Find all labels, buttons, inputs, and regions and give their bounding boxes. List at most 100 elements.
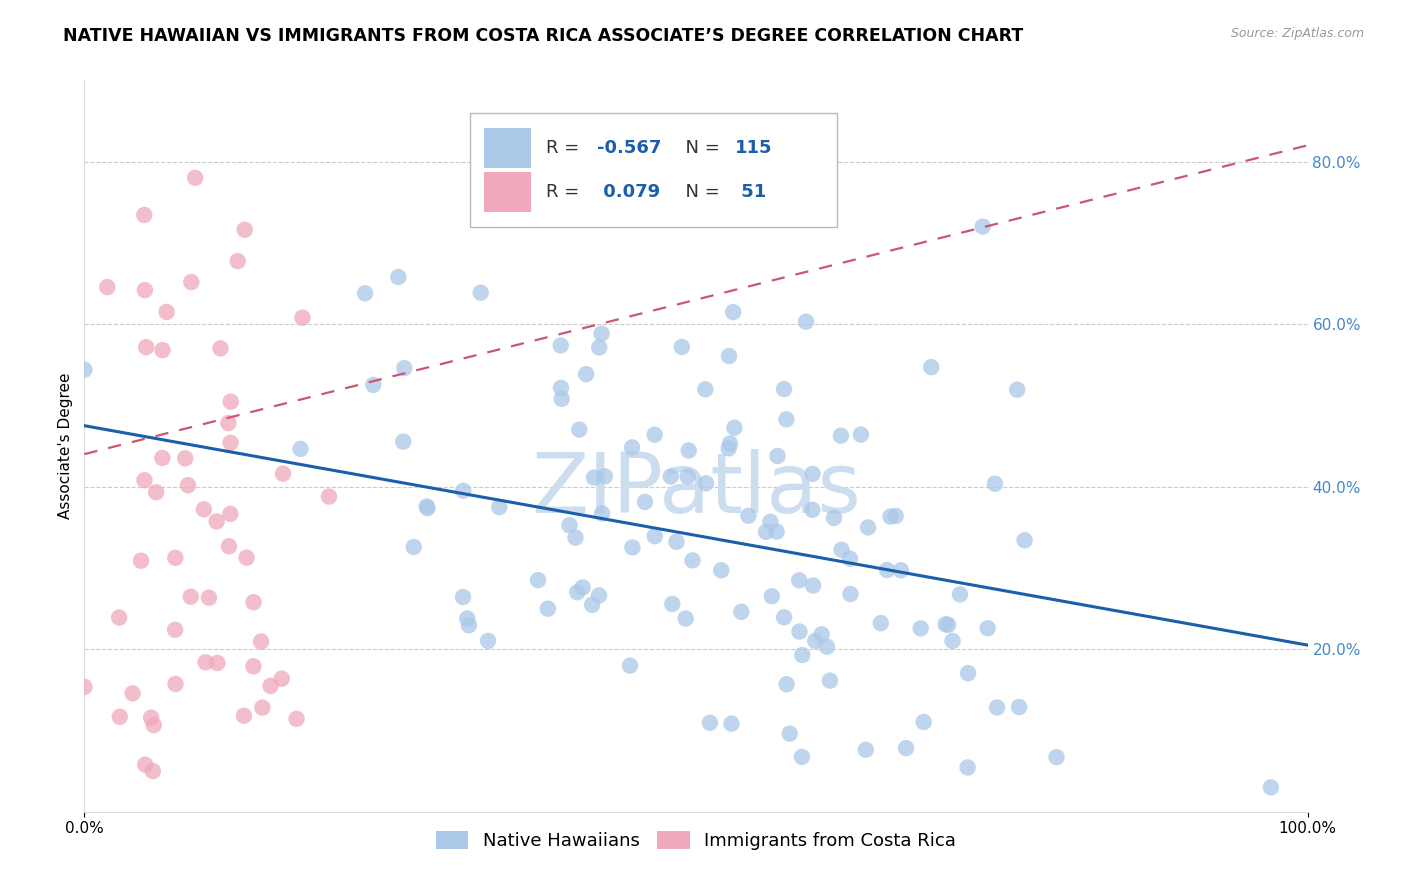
FancyBboxPatch shape	[484, 172, 531, 212]
Point	[956, 760, 979, 774]
Point	[671, 340, 693, 354]
Point	[910, 621, 932, 635]
Point	[537, 601, 560, 615]
Point	[644, 427, 666, 442]
Point	[682, 553, 704, 567]
Point	[194, 655, 217, 669]
Point	[876, 563, 898, 577]
Point	[177, 478, 200, 492]
Point	[849, 427, 872, 442]
Point	[207, 656, 229, 670]
Point	[142, 718, 165, 732]
Point	[259, 679, 281, 693]
Point	[73, 680, 96, 694]
Point	[619, 658, 641, 673]
Text: R =: R =	[546, 183, 585, 202]
Point	[568, 423, 591, 437]
Point	[831, 542, 853, 557]
Point	[869, 616, 891, 631]
Point	[621, 441, 644, 455]
Point	[180, 590, 202, 604]
Point	[550, 338, 572, 352]
Point	[139, 711, 162, 725]
Point	[142, 764, 165, 778]
Point	[108, 710, 131, 724]
Point	[890, 563, 912, 577]
Point	[165, 623, 187, 637]
Point	[949, 587, 972, 601]
Legend: Native Hawaiians, Immigrants from Costa Rica: Native Hawaiians, Immigrants from Costa …	[429, 823, 963, 857]
Point	[392, 434, 415, 449]
Point	[550, 392, 572, 406]
Point	[135, 340, 157, 354]
Point	[218, 540, 240, 554]
Point	[957, 666, 980, 681]
Point	[665, 534, 688, 549]
Point	[451, 590, 474, 604]
Point	[810, 627, 832, 641]
Point	[723, 421, 745, 435]
Text: R =: R =	[546, 139, 585, 157]
Point	[198, 591, 221, 605]
Point	[823, 511, 845, 525]
Point	[387, 270, 409, 285]
Point	[219, 507, 242, 521]
Point	[759, 515, 782, 529]
Point	[676, 469, 699, 483]
Point	[583, 470, 606, 484]
Point	[775, 412, 797, 426]
Point	[695, 476, 717, 491]
FancyBboxPatch shape	[484, 128, 531, 169]
Point	[801, 467, 824, 481]
Point	[634, 495, 657, 509]
FancyBboxPatch shape	[470, 113, 837, 227]
Point	[588, 341, 610, 355]
Point	[488, 500, 510, 514]
Point	[354, 286, 377, 301]
Point	[96, 280, 118, 294]
Point	[710, 563, 733, 577]
Point	[180, 275, 202, 289]
Point	[217, 416, 239, 430]
Point	[787, 574, 810, 588]
Point	[773, 610, 796, 624]
Point	[174, 451, 197, 466]
Point	[145, 485, 167, 500]
Text: Source: ZipAtlas.com: Source: ZipAtlas.com	[1230, 27, 1364, 40]
Point	[792, 648, 814, 662]
Point	[184, 170, 207, 185]
Point	[761, 589, 783, 603]
Point	[571, 581, 593, 595]
Point	[285, 712, 308, 726]
Text: 51: 51	[735, 183, 766, 202]
Point	[363, 377, 385, 392]
Point	[242, 595, 264, 609]
Text: N =: N =	[673, 139, 725, 157]
Point	[912, 714, 935, 729]
Point	[134, 283, 156, 297]
Point	[695, 382, 717, 396]
Point	[152, 343, 174, 357]
Point	[856, 520, 879, 534]
Point	[1005, 383, 1028, 397]
Point	[755, 524, 778, 539]
Point	[773, 382, 796, 396]
Point	[801, 503, 824, 517]
Point	[121, 686, 143, 700]
Point	[564, 531, 586, 545]
Point	[291, 310, 314, 325]
Point	[219, 394, 242, 409]
Point	[818, 673, 841, 688]
Point	[150, 450, 173, 465]
Point	[593, 469, 616, 483]
Point	[591, 326, 613, 341]
Point	[252, 700, 274, 714]
Point	[879, 509, 901, 524]
Point	[717, 442, 740, 456]
Point	[165, 550, 187, 565]
Point	[156, 305, 179, 319]
Point	[659, 469, 682, 483]
Point	[451, 483, 474, 498]
Point	[233, 223, 256, 237]
Point	[470, 285, 492, 300]
